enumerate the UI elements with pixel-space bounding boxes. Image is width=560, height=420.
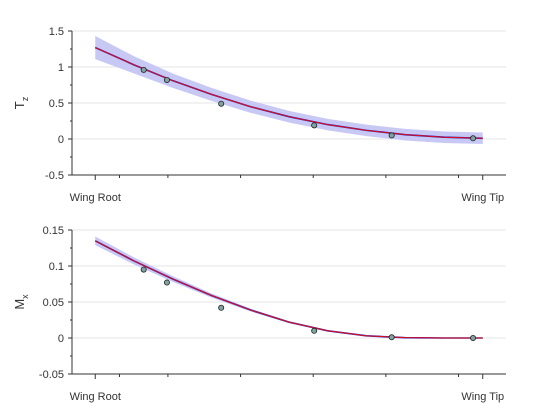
data-point [218, 304, 225, 311]
confidence-band [95, 36, 483, 145]
y-tick-label: 0 [58, 134, 64, 146]
data-point [163, 279, 170, 286]
data-point [140, 266, 147, 273]
x-tick-label: Wing Root [70, 391, 121, 403]
data-point [163, 76, 170, 83]
y-tick-label: 0 [58, 333, 64, 345]
y-axis-label: Mx [12, 294, 30, 310]
data-point [388, 334, 395, 341]
data-point [470, 334, 477, 341]
data-point [311, 327, 318, 334]
y-tick-label: 0.05 [43, 297, 64, 309]
x-tick-label: Wing Tip [461, 192, 504, 204]
chart-panel-1: -0.5 0 0.5 1 1.5 Wing Root Wing Tip Tz [12, 26, 506, 204]
data-point [218, 100, 225, 107]
series-truth-line [95, 240, 483, 339]
series-truth-line [95, 47, 483, 139]
y-tick-label: -0.05 [39, 369, 64, 381]
y-axis-label-subscript: x [20, 294, 30, 299]
x-tick-label: Wing Root [70, 192, 121, 204]
y-tick-label: 0.5 [49, 98, 64, 110]
y-tick-label: 1 [58, 62, 64, 74]
x-tick-label: Wing Tip [461, 391, 504, 403]
chart-panel-2: -0.05 0 0.05 0.1 0.15 Wing Root Wing Tip Mx [12, 225, 506, 403]
y-axis-label-main: M [12, 299, 27, 310]
y-tick-label: 0.15 [43, 225, 64, 237]
data-point [140, 66, 147, 73]
data-point [470, 135, 477, 142]
y-tick-label: -0.5 [45, 170, 64, 182]
confidence-band [95, 236, 483, 339]
data-point [388, 132, 395, 139]
data-point [311, 122, 318, 129]
y-axis-label-subscript: z [20, 96, 30, 101]
y-tick-label: 1.5 [49, 26, 64, 38]
y-axis-label: Tz [12, 96, 30, 109]
series-mean-line [94, 46, 483, 140]
y-axis-label-main: T [12, 101, 27, 109]
y-tick-label: 0.1 [49, 261, 64, 273]
series-mean-line [94, 240, 483, 339]
